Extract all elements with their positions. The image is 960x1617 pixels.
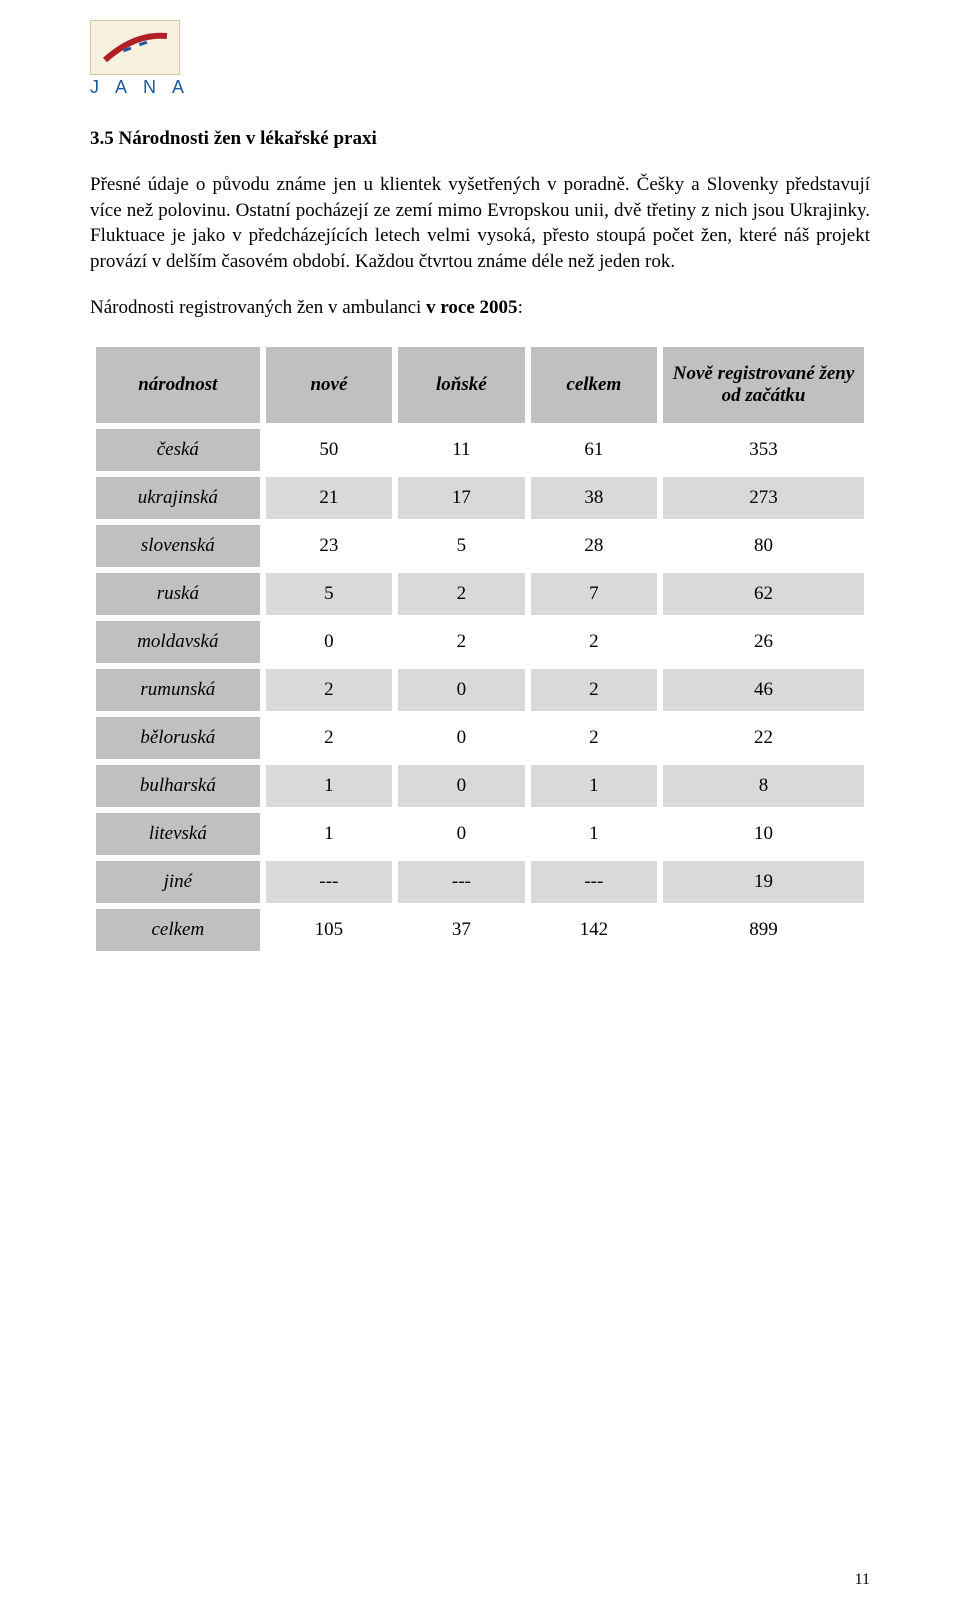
row-value: 0 — [398, 765, 524, 807]
caption-bold: v roce 2005 — [426, 297, 517, 318]
row-label: běloruská — [96, 717, 260, 759]
row-value: --- — [398, 861, 524, 903]
table-row: jiné---------19 — [96, 861, 864, 903]
row-value: 899 — [663, 909, 864, 951]
row-value: 0 — [398, 813, 524, 855]
table-header-row: národnostnovéloňskécelkemNově registrova… — [96, 347, 864, 423]
row-value: 2 — [266, 669, 392, 711]
table-row: moldavská02226 — [96, 621, 864, 663]
table-row: bulharská1018 — [96, 765, 864, 807]
table-row: ukrajinská211738273 — [96, 477, 864, 519]
row-value: 80 — [663, 525, 864, 567]
row-value: 105 — [266, 909, 392, 951]
row-value: 0 — [266, 621, 392, 663]
table-head: národnostnovéloňskécelkemNově registrova… — [96, 347, 864, 423]
table-col-header: nové — [266, 347, 392, 423]
section-title: 3.5 Národnosti žen v lékařské praxi — [90, 128, 870, 150]
row-value: 0 — [398, 717, 524, 759]
caption-suffix: : — [518, 297, 523, 318]
row-value: 26 — [663, 621, 864, 663]
row-value: 5 — [398, 525, 524, 567]
table-row: litevská10110 — [96, 813, 864, 855]
row-value: 21 — [266, 477, 392, 519]
body-paragraph: Přesné údaje o původu známe jen u klient… — [90, 172, 870, 275]
row-label: moldavská — [96, 621, 260, 663]
table-row: česká501161353 — [96, 429, 864, 471]
row-value: 10 — [663, 813, 864, 855]
row-label: rumunská — [96, 669, 260, 711]
table-col-header: celkem — [531, 347, 657, 423]
row-label: ruská — [96, 573, 260, 615]
row-value: 61 — [531, 429, 657, 471]
row-value: 1 — [266, 765, 392, 807]
caption-prefix: Národnosti registrovaných žen v ambulanc… — [90, 297, 426, 318]
row-value: 1 — [531, 813, 657, 855]
row-value: 11 — [398, 429, 524, 471]
table-row: slovenská2352880 — [96, 525, 864, 567]
row-value: 22 — [663, 717, 864, 759]
table-row: celkem10537142899 — [96, 909, 864, 951]
row-value: 1 — [266, 813, 392, 855]
row-label: bulharská — [96, 765, 260, 807]
row-value: 38 — [531, 477, 657, 519]
row-value: 23 — [266, 525, 392, 567]
row-value: 8 — [663, 765, 864, 807]
row-value: 273 — [663, 477, 864, 519]
row-value: --- — [266, 861, 392, 903]
row-value: 0 — [398, 669, 524, 711]
row-value: 2 — [531, 717, 657, 759]
row-label: litevská — [96, 813, 260, 855]
logo-image — [90, 20, 180, 75]
row-value: 62 — [663, 573, 864, 615]
row-value: 28 — [531, 525, 657, 567]
row-label: jiné — [96, 861, 260, 903]
logo-block: J A N A — [90, 20, 870, 98]
table-col-header: národnost — [96, 347, 260, 423]
row-value: 1 — [531, 765, 657, 807]
row-label: ukrajinská — [96, 477, 260, 519]
row-value: 50 — [266, 429, 392, 471]
row-label: česká — [96, 429, 260, 471]
row-value: 7 — [531, 573, 657, 615]
row-value: 37 — [398, 909, 524, 951]
row-value: 5 — [266, 573, 392, 615]
table-row: běloruská20222 — [96, 717, 864, 759]
row-value: 17 — [398, 477, 524, 519]
row-value: 2 — [398, 621, 524, 663]
row-value: --- — [531, 861, 657, 903]
row-value: 353 — [663, 429, 864, 471]
table-row: ruská52762 — [96, 573, 864, 615]
row-value: 46 — [663, 669, 864, 711]
table-col-header: loňské — [398, 347, 524, 423]
page-number: 11 — [855, 1571, 870, 1589]
table-caption: Národnosti registrovaných žen v ambulanc… — [90, 297, 870, 319]
row-value: 2 — [531, 621, 657, 663]
row-value: 142 — [531, 909, 657, 951]
row-label: slovenská — [96, 525, 260, 567]
row-value: 19 — [663, 861, 864, 903]
table-body: česká501161353ukrajinská211738273slovens… — [96, 429, 864, 951]
table-col-header: Nově registrované ženy od začátku — [663, 347, 864, 423]
row-value: 2 — [266, 717, 392, 759]
row-value: 2 — [398, 573, 524, 615]
row-value: 2 — [531, 669, 657, 711]
row-label: celkem — [96, 909, 260, 951]
logo-text: J A N A — [90, 77, 870, 98]
table-row: rumunská20246 — [96, 669, 864, 711]
nationality-table: národnostnovéloňskécelkemNově registrova… — [90, 341, 870, 957]
